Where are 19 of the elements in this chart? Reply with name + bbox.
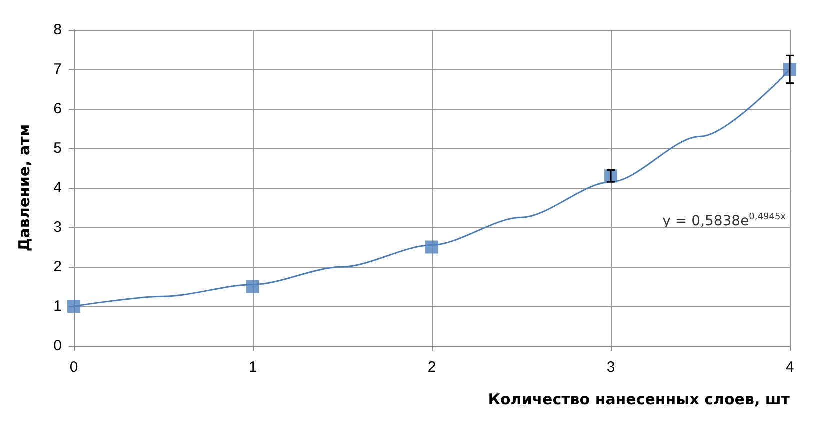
x-tick-label: 0 xyxy=(70,359,78,376)
y-tick-label: 8 xyxy=(54,22,62,38)
y-tick-label: 6 xyxy=(54,100,62,118)
x-axis-title: Количество нанесенных слоев, шт xyxy=(488,390,790,408)
x-tick-label: 4 xyxy=(786,359,794,376)
point xyxy=(426,240,438,254)
x-tick-label: 3 xyxy=(606,359,616,376)
x-tick-label: 1 xyxy=(248,359,258,376)
y-tick-label: 5 xyxy=(54,140,62,157)
y-tick-label: 4 xyxy=(54,180,62,196)
y-tick-label: 3 xyxy=(54,219,62,236)
y-tick-label: 1 xyxy=(54,298,62,315)
point xyxy=(246,280,260,294)
point xyxy=(68,300,80,313)
y-tick-label: 7 xyxy=(54,61,62,78)
x-tick-label: 2 xyxy=(428,359,436,376)
y-tick-label: 0 xyxy=(54,338,62,354)
y-axis-title: Давление, атм xyxy=(16,124,34,252)
y-tick-label: 2 xyxy=(54,258,62,276)
